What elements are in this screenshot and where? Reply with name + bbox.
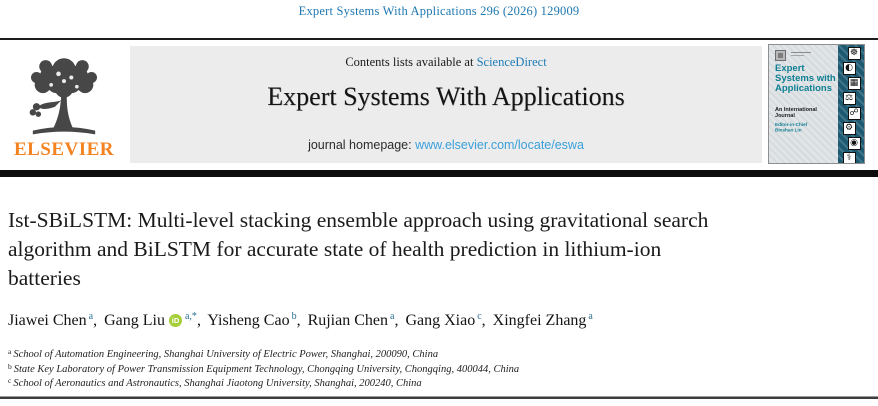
- moon-icon: ◐: [842, 62, 856, 75]
- author-affil-sup: c: [477, 311, 482, 322]
- author-affil-sup: b: [291, 311, 297, 322]
- contents-line: Contents lists available at ScienceDirec…: [130, 55, 762, 70]
- author-xingfei-zhang: Xingfei Zhang a: [492, 311, 593, 329]
- wheel-icon: ☸: [847, 47, 861, 60]
- cover-icon-band: ☸ ◐ ▦ ⚖ ☍ ⚙ ◉ ⚕: [838, 45, 864, 163]
- cover-issn-line2: [791, 55, 804, 56]
- elsevier-tree-icon: [29, 58, 97, 135]
- journal-citation-link[interactable]: Expert Systems With Applications 296 (20…: [298, 4, 580, 18]
- caduceus-icon: ⚕: [842, 152, 856, 163]
- abstract-divider: [0, 396, 878, 399]
- author-affil-sup: a: [588, 311, 593, 322]
- author-jiawei-chen: Jiawei Chen a,: [8, 311, 98, 329]
- sciencedirect-link[interactable]: ScienceDirect: [476, 55, 547, 69]
- author-affil-sup: a: [88, 311, 94, 322]
- author-yisheng-cao: Yisheng Cao b,: [207, 311, 301, 329]
- elsevier-logo: ELSEVIER: [10, 50, 118, 163]
- affiliation-a: a School of Automation Engineering, Shang…: [8, 347, 439, 360]
- journal-banner: Contents lists available at ScienceDirec…: [130, 46, 762, 163]
- microscope-icon: ☍: [847, 107, 861, 120]
- cover-editor-label: Editor-in-Chief: [775, 122, 808, 128]
- cover-publisher-logo: [775, 50, 786, 61]
- author-affil-sup: a: [390, 311, 395, 322]
- eye-gear-icon: ⚙: [842, 122, 856, 135]
- author-gang-xiao: Gang Xiao c,: [405, 311, 486, 329]
- bar-chart-icon: ▦: [847, 77, 861, 90]
- author-rujian-chen: Rujian Chen a,: [307, 311, 399, 329]
- journal-cover-thumbnail[interactable]: Expert Systems with Applications An Inte…: [768, 44, 865, 164]
- article-title: Ist-SBiLSTM: Multi-level stacking ensemb…: [8, 208, 709, 290]
- contents-prefix: Contents lists available at: [345, 55, 474, 69]
- cover-editor-name: Binshan Lin: [775, 127, 802, 133]
- author-gang-liu: Gang Liu iD a,*,: [104, 311, 201, 329]
- robot-icon: ◉: [847, 137, 861, 150]
- elsevier-wordmark: ELSEVIER: [13, 139, 115, 160]
- scales-icon: ⚖: [842, 92, 856, 105]
- homepage-url-link[interactable]: www.elsevier.com/locate/eswa: [415, 138, 584, 152]
- author-list: Jiawei Chen a, Gang Liu iD a,*, Yisheng Cao…: [8, 311, 828, 330]
- cover-journal-title: Expert Systems with Applications: [775, 63, 836, 94]
- cover-issn-line: [791, 52, 811, 53]
- top-divider: [0, 38, 878, 40]
- homepage-prefix: journal homepage:: [308, 138, 412, 152]
- affiliation-c: c School of Aeronautics and Astronautics,…: [8, 376, 422, 389]
- orcid-icon[interactable]: iD: [168, 314, 182, 327]
- journal-title: Expert Systems With Applications: [267, 82, 625, 111]
- author-affil-sup: a,*: [184, 311, 197, 322]
- cover-subtitle: An International Journal: [775, 106, 817, 119]
- affiliation-list: a School of Automation Engineering, Shang…: [8, 347, 828, 392]
- homepage-line: journal homepage: www.elsevier.com/locat…: [130, 138, 762, 152]
- affiliation-b: b State Key Laboratory of Power Transmiss…: [8, 361, 520, 375]
- cover-small-text: An International Journal Editor-in-Chief…: [775, 107, 830, 133]
- header-divider: [0, 170, 878, 177]
